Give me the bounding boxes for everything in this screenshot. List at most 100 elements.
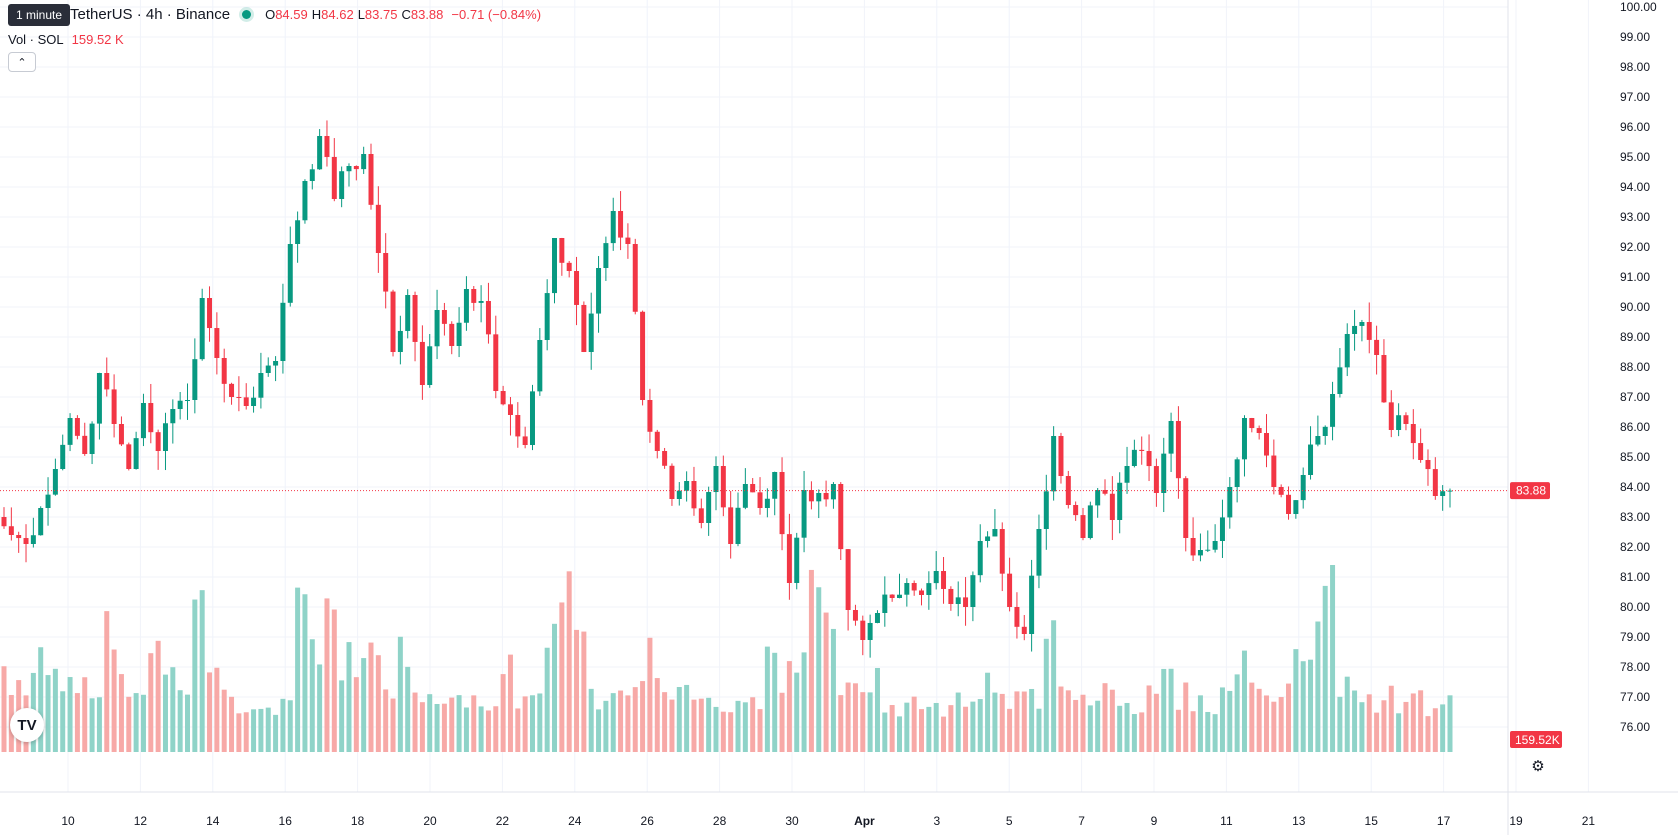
candle-body	[155, 432, 161, 451]
candle-body	[757, 492, 763, 508]
time-tick-label: 16	[279, 814, 293, 828]
candle-body	[1109, 493, 1115, 520]
volume-bar	[309, 639, 315, 752]
candle-body	[500, 391, 506, 405]
last-price-label: 83.88	[1516, 484, 1546, 498]
candle-body	[317, 136, 323, 170]
candle-body	[772, 472, 778, 499]
candle-body	[1007, 573, 1013, 607]
volume-bar	[1080, 694, 1086, 752]
candle-body	[339, 171, 345, 199]
candle-body	[493, 334, 499, 391]
volume-bar	[1124, 702, 1130, 752]
price-tick-label: 85.00	[1620, 450, 1650, 464]
volume-bar	[926, 706, 932, 752]
candle-body	[860, 620, 866, 640]
volume-bar	[192, 599, 198, 752]
volume-bar	[199, 590, 205, 752]
volume-bar	[133, 693, 139, 752]
volume-bar	[485, 710, 491, 752]
candle-body	[941, 571, 947, 589]
candle-body	[140, 403, 146, 439]
candle-body	[896, 594, 902, 598]
price-tick-label: 95.00	[1620, 150, 1650, 164]
candle-body	[1322, 426, 1328, 436]
collapse-legend-button[interactable]: ⌃	[8, 52, 36, 72]
time-tick-label: 10	[61, 814, 75, 828]
volume-bar	[706, 697, 712, 752]
volume-bar	[735, 700, 741, 752]
price-tick-label: 76.00	[1620, 720, 1650, 734]
volume-bar	[1315, 621, 1321, 752]
gear-icon[interactable]: ⚙	[1531, 758, 1545, 775]
volume-bar	[1109, 689, 1115, 752]
candle-body	[926, 583, 932, 595]
volume-bar	[361, 658, 367, 752]
volume-bar	[265, 707, 271, 752]
price-axis[interactable]: 76.00 77.00 78.00 79.00 80.00 81.00 82.00 83.00…	[1620, 0, 1657, 734]
candle-body	[852, 610, 858, 621]
candle-body	[331, 156, 337, 199]
candle-body	[1183, 478, 1189, 538]
volume-bar	[794, 672, 800, 752]
volume-bar	[1308, 659, 1314, 752]
volume-bar	[874, 667, 880, 752]
time-tick-label: 26	[641, 814, 655, 828]
volume-bar	[434, 703, 440, 752]
volume-bar	[816, 587, 822, 752]
candle-body	[1043, 491, 1049, 529]
volume-bars	[1, 565, 1453, 752]
volume-bar	[383, 689, 389, 752]
tradingview-logo-icon[interactable]: TV	[10, 708, 44, 742]
low-value: 83.75	[364, 7, 398, 22]
volume-bar	[786, 661, 792, 752]
volume-bar	[757, 709, 763, 752]
price-tick-label: 82.00	[1620, 540, 1650, 554]
price-tick-label: 90.00	[1620, 300, 1650, 314]
candle-body	[838, 484, 844, 550]
volume-bar	[155, 640, 161, 752]
volume-bar	[38, 647, 44, 752]
time-axis[interactable]: 10 12 14 16 18 20 22 24 26 28 30 Apr 3 5 7 9 11 13 15 17 19 2…	[61, 814, 1595, 828]
candle-body	[1234, 459, 1240, 487]
volume-label[interactable]: Vol · SOL	[8, 32, 64, 47]
candle-body	[1308, 444, 1314, 475]
candle-body	[750, 484, 756, 493]
volume-bar	[368, 642, 374, 752]
volume-bar	[1029, 688, 1035, 752]
volume-bar	[280, 698, 286, 752]
volume-bar	[764, 646, 770, 752]
candle-body	[596, 268, 602, 314]
price-tick-label: 87.00	[1620, 390, 1650, 404]
candle-body	[588, 313, 594, 352]
time-tick-label: 21	[1582, 814, 1596, 828]
volume-bar	[1043, 638, 1049, 752]
candle-body	[405, 295, 411, 331]
volume-bar	[1337, 696, 1343, 752]
chevron-up-icon: ⌃	[17, 56, 27, 69]
candle-body	[1271, 455, 1277, 487]
volume-bar	[148, 653, 154, 752]
candle-body	[970, 575, 976, 607]
volume-bar	[1087, 705, 1093, 752]
market-status-icon[interactable]	[242, 10, 252, 19]
candle-body	[1418, 443, 1424, 460]
symbol-title[interactable]: TetherUS · 4h · Binance	[70, 6, 231, 23]
price-tick-label: 80.00	[1620, 600, 1650, 614]
volume-bar	[339, 680, 345, 752]
volume-bar	[742, 702, 748, 752]
candle-body	[691, 481, 697, 509]
volume-bar	[992, 692, 998, 752]
candle-body	[786, 534, 792, 583]
volume-value-label: 159.52K	[1515, 733, 1560, 747]
volume-bar	[720, 711, 726, 752]
candle-body	[96, 373, 102, 424]
volume-bar	[170, 667, 176, 752]
volume-bar	[1197, 695, 1203, 752]
candle-body	[419, 341, 425, 385]
candle-body	[1, 517, 7, 527]
volume-bar	[1447, 695, 1453, 752]
candle-body	[1374, 339, 1380, 355]
